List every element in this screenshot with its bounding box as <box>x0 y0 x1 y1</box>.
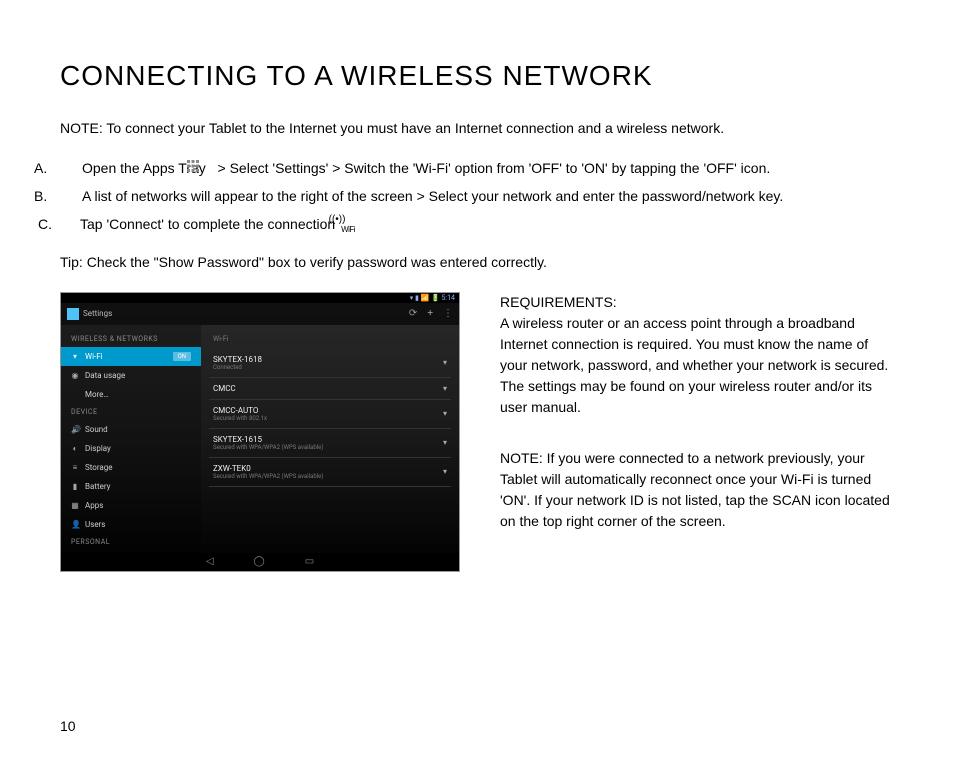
requirements-body: A wireless router or an access point thr… <box>500 315 888 415</box>
netlist-head: Wi-Fi <box>209 331 451 349</box>
sidebar-item: ◉Data usage <box>61 366 201 385</box>
step-b: B.A list of networks will appear to the … <box>60 186 894 208</box>
requirements: REQUIREMENTS: A wireless router or an ac… <box>500 292 894 418</box>
sidebar-item: ≡Storage <box>61 458 201 477</box>
note2: NOTE: If you were connected to a network… <box>500 448 894 532</box>
settings-screenshot: ▾ ▮ 📶 🔋 5:14 Settings ⟳ + ⋮ WIRELESS & N… <box>60 292 460 572</box>
sidebar-item-wifi: ▾Wi-FiON <box>61 347 201 366</box>
sidebar-item: ▦Apps <box>61 496 201 515</box>
refresh-icon: ⟳ <box>409 308 417 319</box>
step-c-pre: Tap 'Connect' to complete the connection <box>80 216 339 232</box>
network-row: CMCC-AUTOSecured with 802.1x▾ <box>209 400 451 429</box>
requirements-heading: REQUIREMENTS: <box>500 294 617 310</box>
wifi-toggle: ON <box>173 352 191 361</box>
network-row: CMCC▾ <box>209 378 451 400</box>
add-icon: + <box>427 308 433 319</box>
back-icon: ◁ <box>206 556 214 567</box>
sidebar-item: 🔊Sound <box>61 420 201 439</box>
more-icon: ⋮ <box>443 308 453 319</box>
wifi-icon: ((•))WiFi <box>341 215 355 235</box>
status-bar: ▾ ▮ 📶 🔋 5:14 <box>61 293 459 303</box>
section-personal: PERSONAL <box>61 534 201 550</box>
intro-note: NOTE: To connect your Tablet to the Inte… <box>60 120 894 136</box>
network-row: SKYTEX-1615Secured with WPA/WPA2 (WPS av… <box>209 429 451 458</box>
nav-bar: ◁ ◯ ▭ <box>61 553 459 571</box>
network-row: ZXW-TEK0Secured with WPA/WPA2 (WPS avail… <box>209 458 451 487</box>
page-number: 10 <box>60 718 76 734</box>
sidebar-item: More… <box>61 385 201 404</box>
section-device: DEVICE <box>61 404 201 420</box>
home-icon: ◯ <box>254 556 265 567</box>
page-title: CONNECTING TO A WIRELESS NETWORK <box>60 60 894 92</box>
tip: Tip: Check the "Show Password" box to ve… <box>60 254 894 270</box>
recent-icon: ▭ <box>305 556 314 567</box>
sidebar-item: ▮Battery <box>61 477 201 496</box>
sidebar-item: 👤Users <box>61 515 201 534</box>
screenshot-header: Settings ⟳ + ⋮ <box>61 303 459 325</box>
settings-icon <box>67 308 79 320</box>
network-list: Wi-Fi SKYTEX-1618Connected▾CMCC▾CMCC-AUT… <box>201 325 459 553</box>
sidebar-item: ◐Display <box>61 439 201 458</box>
steps-list: A.Open the Apps Tray > Select 'Settings'… <box>60 158 894 236</box>
section-wireless: WIRELESS & NETWORKS <box>61 331 201 347</box>
step-a-post: > Select 'Settings' > Switch the 'Wi-Fi'… <box>214 160 771 176</box>
network-row: SKYTEX-1618Connected▾ <box>209 349 451 378</box>
step-c: C.Tap 'Connect' to complete the connecti… <box>60 214 894 236</box>
settings-sidebar: WIRELESS & NETWORKS ▾Wi-FiON ◉Data usage… <box>61 325 201 553</box>
settings-title: Settings <box>83 309 112 318</box>
step-a: A.Open the Apps Tray > Select 'Settings'… <box>60 158 894 180</box>
